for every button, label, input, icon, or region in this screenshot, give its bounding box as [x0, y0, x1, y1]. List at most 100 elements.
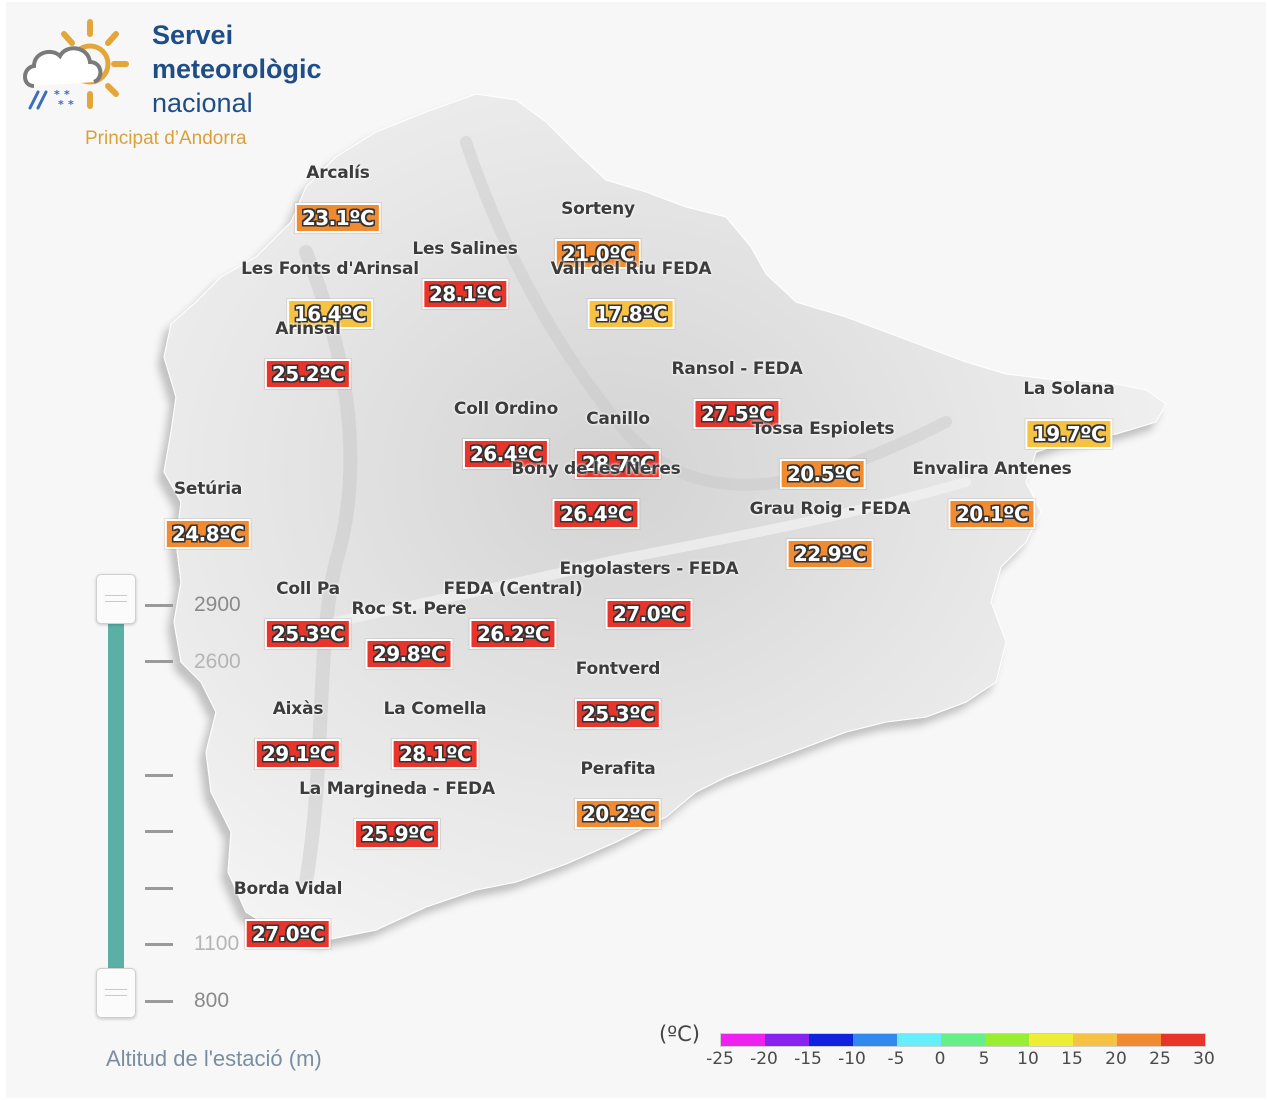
- station-marker[interactable]: Borda Vidal 27.0ºC: [234, 879, 342, 949]
- station-temperature[interactable]: 26.4ºC: [462, 439, 550, 469]
- station-name: La Margineda - FEDA: [299, 779, 495, 799]
- map-panel: [6, 2, 1266, 1098]
- station-name: Engolasters - FEDA: [559, 559, 739, 579]
- station-marker[interactable]: Les Fonts d'Arinsal 16.4ºC: [241, 259, 419, 329]
- station-name: Coll Ordino: [453, 399, 559, 419]
- temperature-unit: (ºC): [659, 1022, 700, 1046]
- station-marker[interactable]: FEDA (Central) 26.2ºC: [443, 579, 583, 649]
- scale-label: -25: [706, 1049, 734, 1069]
- station-marker[interactable]: Fontverd 25.3ºC: [574, 659, 662, 729]
- scale-label: 15: [1061, 1049, 1083, 1069]
- station-temperature[interactable]: 26.2ºC: [469, 619, 557, 649]
- relief-ridge: [299, 245, 358, 889]
- station-marker[interactable]: La Comella 28.1ºC: [384, 699, 487, 769]
- altitude-label-2900: 2900: [194, 593, 241, 616]
- andorra-relief-map: [163, 93, 1167, 941]
- station-temperature[interactable]: 20.5ºC: [779, 459, 867, 489]
- station-temperature[interactable]: 25.2ºC: [264, 359, 352, 389]
- altitude-tick: [145, 660, 173, 663]
- station-marker[interactable]: Engolasters - FEDA 27.0ºC: [560, 559, 739, 629]
- station-marker[interactable]: Perafita 20.2ºC: [574, 759, 662, 829]
- altitude-max-handle[interactable]: [96, 574, 136, 624]
- station-marker[interactable]: Ransol - FEDA 27.5ºC: [671, 359, 803, 429]
- scale-label: -5: [887, 1049, 905, 1069]
- station-marker[interactable]: La Margineda - FEDA 25.9ºC: [299, 779, 495, 849]
- scale-color-segment: [809, 1034, 853, 1046]
- station-name: Canillo: [586, 409, 650, 429]
- station-marker[interactable]: Sorteny 21.0ºC: [554, 199, 642, 269]
- station-marker[interactable]: Vall del Riu FEDA 17.8ºC: [551, 259, 712, 329]
- altitude-range-track[interactable]: [108, 616, 124, 976]
- scale-color-segment: [721, 1034, 765, 1046]
- scale-label: 20: [1105, 1049, 1127, 1069]
- station-marker[interactable]: Bony de les Neres 26.4ºC: [511, 459, 681, 529]
- station-marker[interactable]: Canillo 28.7ºC: [574, 409, 662, 479]
- scale-color-segment: [765, 1034, 809, 1046]
- station-temperature[interactable]: 20.2ºC: [574, 799, 662, 829]
- station-name: Ransol - FEDA: [671, 359, 803, 379]
- station-name: FEDA (Central): [443, 579, 583, 599]
- station-marker[interactable]: Envalira Antenes 20.1ºC: [912, 459, 1072, 529]
- station-temperature[interactable]: 27.0ºC: [244, 919, 332, 949]
- station-name: Envalira Antenes: [912, 459, 1072, 479]
- altitude-min-handle[interactable]: [96, 968, 136, 1018]
- station-temperature[interactable]: 28.1ºC: [391, 739, 479, 769]
- logo-line-1: Servei: [152, 20, 234, 50]
- station-name: Arcalís: [306, 163, 370, 183]
- scale-color-segment: [985, 1034, 1029, 1046]
- sun-cloud-rain-snow-icon: * * * *: [23, 19, 129, 111]
- station-marker[interactable]: Roc St. Pere 29.8ºC: [351, 599, 467, 669]
- station-temperature[interactable]: 29.8ºC: [365, 639, 453, 669]
- scale-color-segment: [1161, 1034, 1205, 1046]
- altitude-tick: [145, 604, 173, 607]
- station-name: Arinsal: [275, 319, 341, 339]
- station-temperature[interactable]: 23.1ºC: [294, 203, 382, 233]
- station-temperature[interactable]: 20.1ºC: [948, 499, 1036, 529]
- station-marker[interactable]: Aixàs 29.1ºC: [254, 699, 342, 769]
- station-temperature[interactable]: 25.3ºC: [264, 619, 352, 649]
- scale-color-segment: [853, 1034, 897, 1046]
- station-marker[interactable]: Arcalís 23.1ºC: [294, 163, 382, 233]
- altitude-tick: [145, 943, 173, 946]
- station-name: Les Salines: [412, 239, 518, 259]
- station-temperature[interactable]: 26.4ºC: [552, 499, 640, 529]
- station-name: Tossa Espiolets: [751, 419, 895, 439]
- scale-label: 25: [1149, 1049, 1171, 1069]
- station-temperature[interactable]: 25.9ºC: [353, 819, 441, 849]
- station-marker[interactable]: Coll Ordino 26.4ºC: [454, 399, 558, 469]
- altitude-tick: [145, 1000, 173, 1003]
- altitude-label-800: 800: [194, 989, 230, 1012]
- station-temperature[interactable]: 27.0ºC: [605, 599, 693, 629]
- svg-text:*: *: [64, 88, 70, 101]
- logo-line-2: meteorològic: [152, 54, 322, 84]
- station-name: Grau Roig - FEDA: [749, 499, 911, 519]
- station-name: Les Fonts d'Arinsal: [241, 259, 419, 279]
- station-temperature[interactable]: 29.1ºC: [254, 739, 342, 769]
- altitude-label-2600: 2600: [194, 650, 241, 673]
- station-marker[interactable]: Setúria 24.8ºC: [164, 479, 252, 549]
- station-temperature[interactable]: 28.1ºC: [421, 279, 509, 309]
- station-temperature[interactable]: 16.4ºC: [286, 299, 374, 329]
- station-marker[interactable]: Tossa Espiolets 20.5ºC: [752, 419, 895, 489]
- station-marker[interactable]: Arinsal 25.2ºC: [264, 319, 352, 389]
- station-name: Roc St. Pere: [351, 599, 467, 619]
- station-temperature[interactable]: 28.7ºC: [574, 449, 662, 479]
- station-temperature[interactable]: 21.0ºC: [554, 239, 642, 269]
- station-temperature[interactable]: 19.7ºC: [1025, 419, 1113, 449]
- station-temperature[interactable]: 24.8ºC: [164, 519, 252, 549]
- altitude-tick: [145, 774, 173, 777]
- station-marker[interactable]: Grau Roig - FEDA 22.9ºC: [750, 499, 911, 569]
- station-temperature[interactable]: 27.5ºC: [693, 399, 781, 429]
- station-temperature[interactable]: 22.9ºC: [786, 539, 874, 569]
- scale-label: 10: [1017, 1049, 1039, 1069]
- scale-label: -10: [838, 1049, 866, 1069]
- scale-label: 0: [934, 1049, 946, 1069]
- station-marker[interactable]: Les Salines 28.1ºC: [412, 239, 518, 309]
- station-marker[interactable]: Coll Pa 25.3ºC: [264, 579, 352, 649]
- station-marker[interactable]: La Solana 19.7ºC: [1023, 379, 1115, 449]
- altitude-tick: [145, 830, 173, 833]
- svg-text:*: *: [54, 88, 60, 101]
- svg-text:*: *: [58, 98, 64, 111]
- station-temperature[interactable]: 17.8ºC: [587, 299, 675, 329]
- station-temperature[interactable]: 25.3ºC: [574, 699, 662, 729]
